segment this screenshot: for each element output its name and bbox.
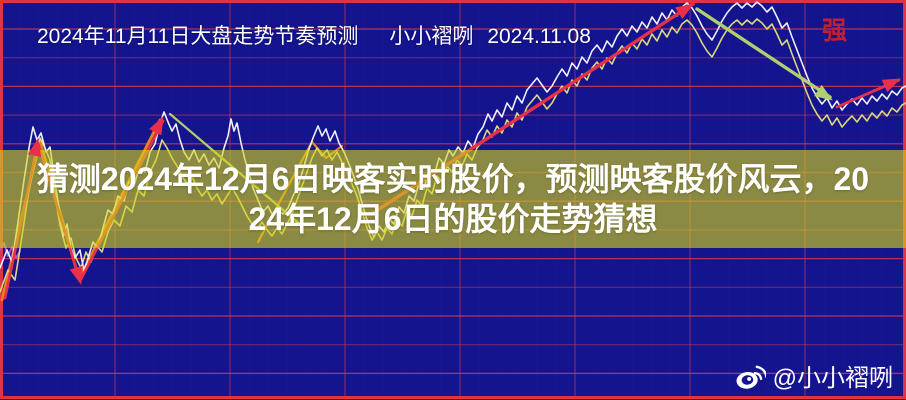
down-arrow-left (69, 265, 83, 285)
up-arrow-mid (149, 116, 164, 136)
up-arrow-left (27, 138, 42, 158)
banner-line-2: 24年12月6日的股价走势猜想 (248, 201, 658, 237)
down-arrow-green (814, 84, 833, 101)
banner-line-1: 猜测2024年12月6日映客实时股价，预测映客股价风云，20 (36, 161, 870, 197)
up-arrow-peak (675, 3, 694, 19)
chart-date: 2024.11.08 (487, 25, 591, 48)
up-arrow-right (881, 78, 901, 93)
author-name: 小小褶咧 (389, 25, 474, 48)
title-band (0, 150, 906, 248)
chart-title: 2024年11月11日大盘走势节奏预测 (37, 25, 359, 48)
watermark-handle: @小小褶咧 (772, 365, 893, 392)
strength-badge: 强 (822, 17, 849, 45)
watermark: @小小褶咧 (735, 358, 893, 393)
weibo-icon (736, 365, 766, 389)
chart-header: 2024年11月11日大盘走势节奏预测 小小褶咧 2024.11.08 (37, 20, 591, 50)
green-trend-line (695, 7, 832, 99)
title-overlay-banner: 猜测2024年12月6日映客实时股价，预测映客股价风云，20 24年12月6日的… (0, 150, 906, 248)
